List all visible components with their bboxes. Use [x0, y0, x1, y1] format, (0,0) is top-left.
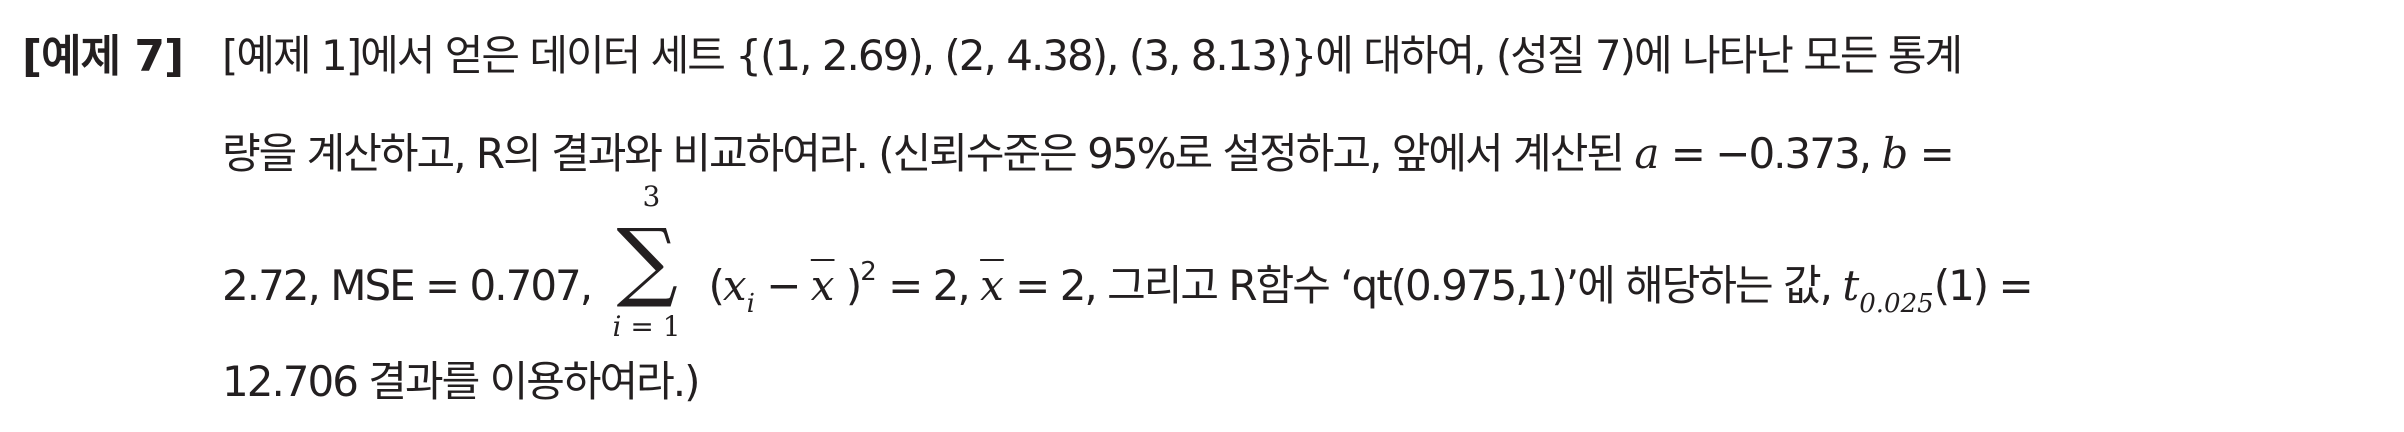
- a-variable: a: [1634, 129, 1660, 178]
- close-paren: ): [834, 261, 862, 310]
- b-variable: b: [1881, 129, 1909, 178]
- t-variable: t: [1842, 261, 1860, 310]
- summation: 3 ∑ i = 1: [612, 180, 702, 343]
- problem-line-2: 량을 계산하고, R의 결과와 비교하여라. (신뢰수준은 95%로 설정하고,…: [222, 120, 1955, 181]
- sum-index-start: = 1: [621, 310, 681, 343]
- minus-sign: −: [754, 261, 811, 310]
- x-bar: x: [810, 261, 835, 310]
- sum-value: = 2,: [876, 261, 981, 310]
- x-subscript: i: [746, 289, 755, 319]
- t-subscript: 0.025: [1859, 289, 1934, 319]
- x-variable: x: [722, 261, 747, 310]
- b-mse-values: 2.72, MSE = 0.707,: [222, 261, 603, 310]
- problem-line-4: 12.706 결과를 이용하여라.): [222, 357, 701, 406]
- sum-lower-limit: i = 1: [612, 310, 680, 343]
- example-label: [예제 7]: [22, 31, 184, 82]
- xbar-and-qt-text: = 2, 그리고 R함수 ‘qt(0.975,1)’에 해당하는 값,: [1003, 261, 1843, 310]
- problem-line-3: 2.72, MSE = 0.707, 3 ∑ i = 1 (xi − x )2 …: [222, 180, 2034, 343]
- x-bar-2: x: [980, 261, 1004, 310]
- sigma-symbol: ∑: [616, 211, 678, 311]
- problem-line-1: [예제 1]에서 얻은 데이터 세트 {(1, 2.69), (2, 4.38)…: [222, 31, 1963, 80]
- sum-index-variable: i: [612, 310, 622, 343]
- a-value: = −0.373,: [1659, 129, 1882, 178]
- t-equals: (1) =: [1933, 261, 2034, 310]
- line2-text: 량을 계산하고, R의 결과와 비교하여라. (신뢰수준은 95%로 설정하고,…: [222, 129, 1635, 178]
- square-exponent: 2: [860, 257, 877, 287]
- sum-upper-limit: 3: [642, 180, 661, 213]
- b-equals: =: [1908, 129, 1955, 178]
- open-paren: (: [708, 261, 724, 310]
